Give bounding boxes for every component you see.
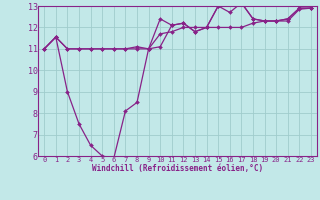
X-axis label: Windchill (Refroidissement éolien,°C): Windchill (Refroidissement éolien,°C) bbox=[92, 164, 263, 173]
